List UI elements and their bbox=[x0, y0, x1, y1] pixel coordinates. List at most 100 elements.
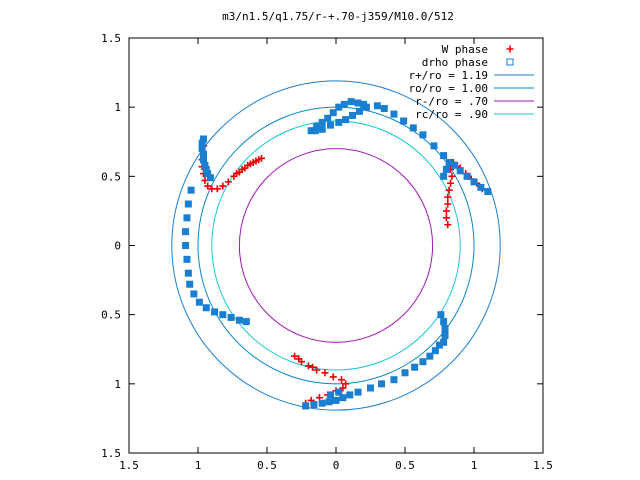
drho-phase-point bbox=[477, 183, 485, 191]
w-phase-point bbox=[219, 182, 227, 190]
drho-phase-point bbox=[401, 369, 409, 377]
w-phase-point bbox=[321, 369, 329, 377]
legend-label: r-/ro = .70 bbox=[415, 95, 488, 108]
drho-phase-point bbox=[484, 188, 492, 196]
drho-phase-point bbox=[184, 269, 192, 277]
w-phase-point bbox=[313, 366, 321, 374]
y-tick-label: 1 bbox=[114, 378, 121, 391]
drho-phase-point bbox=[311, 127, 319, 135]
w-phase-point bbox=[342, 380, 350, 388]
drho-phase-point bbox=[390, 376, 398, 384]
drho-phase-point bbox=[332, 396, 340, 404]
drho-phase-point bbox=[242, 318, 250, 326]
w-phase-point bbox=[238, 165, 246, 173]
y-axis: 1.5 1 0.5 0 0.5 1 1.5 bbox=[101, 32, 543, 460]
drho-phase-point bbox=[349, 111, 357, 119]
chart-title: m3/n1.5/q1.75/r-+.70-j359/M10.0/512 bbox=[222, 10, 454, 23]
w-phase-point bbox=[244, 161, 252, 169]
x-tick-label: 1 bbox=[195, 459, 202, 472]
drho-phase-point bbox=[362, 103, 370, 111]
x-tick-label: 0.5 bbox=[257, 459, 277, 472]
y-tick-label: 0 bbox=[114, 240, 121, 253]
w-phase-point bbox=[291, 352, 299, 360]
x-axis: 1.5 1 0.5 0 0.5 1 1.5 bbox=[119, 38, 553, 472]
drho-phase-point bbox=[325, 398, 333, 406]
drho-phase-point bbox=[409, 124, 417, 132]
drho-phase-point bbox=[326, 391, 334, 399]
drho-phase-point bbox=[463, 172, 471, 180]
drho-phase-point bbox=[440, 172, 448, 180]
drho-phase-point bbox=[440, 318, 448, 326]
w-phase-point bbox=[255, 156, 263, 164]
w-phase-point bbox=[233, 170, 241, 178]
drho-phase-point bbox=[346, 391, 354, 399]
drho-phase-point bbox=[400, 117, 408, 125]
drho-phase-point bbox=[182, 242, 190, 249]
w-phase-point bbox=[447, 179, 455, 187]
drho-phase-point bbox=[326, 121, 334, 129]
legend-label: r+/ro = 1.19 bbox=[409, 69, 488, 82]
w-phase-point bbox=[444, 193, 452, 201]
drho-phase-point bbox=[342, 116, 350, 124]
drho-phase-point bbox=[441, 325, 449, 332]
x-tick-label: 0.5 bbox=[395, 459, 415, 472]
drho-phase-point bbox=[378, 380, 386, 388]
drho-phase-point bbox=[187, 186, 195, 194]
w-phase-point bbox=[309, 363, 317, 371]
reference-circles bbox=[171, 80, 501, 411]
drho-phase-point bbox=[318, 399, 326, 407]
drho-phase-point bbox=[426, 352, 434, 360]
drho-phase-point bbox=[219, 311, 227, 319]
y-tick-label: 0.5 bbox=[101, 309, 121, 322]
drho-phase-point bbox=[318, 125, 326, 133]
drho-phase-point bbox=[355, 107, 363, 115]
drho-phase-point bbox=[437, 311, 445, 319]
drho-phase-point bbox=[347, 98, 355, 106]
drho-phase-point bbox=[184, 200, 192, 208]
drho-phase-point bbox=[183, 214, 191, 222]
legend-plus-marker bbox=[506, 45, 514, 53]
w-phase-point bbox=[295, 355, 303, 363]
drho-phase-point bbox=[419, 131, 427, 139]
w-phase-point bbox=[213, 185, 221, 193]
drho-phase-point bbox=[380, 105, 388, 113]
w-phase-point bbox=[448, 172, 456, 180]
drho-phase-point bbox=[227, 313, 235, 321]
drho-phase-point bbox=[190, 290, 198, 298]
w-phase-point bbox=[304, 362, 312, 370]
drho-phase-point bbox=[335, 388, 343, 396]
legend-label: rc/ro = .90 bbox=[415, 108, 488, 121]
drho-phase-point bbox=[329, 109, 337, 117]
drho-phase-point bbox=[340, 100, 348, 108]
w-phase-point bbox=[204, 182, 212, 190]
drho-phase-point bbox=[310, 401, 318, 409]
radius-circle bbox=[238, 148, 434, 343]
radius-circle bbox=[211, 120, 461, 371]
drho-phase-point bbox=[206, 174, 214, 182]
w-phase-point bbox=[444, 221, 452, 229]
drho-phase-point bbox=[186, 280, 194, 288]
x-tick-label: 0 bbox=[333, 459, 340, 472]
drho-phase-point bbox=[430, 142, 438, 150]
legend-label: W phase bbox=[442, 43, 488, 56]
drho-phase-point bbox=[411, 363, 419, 371]
data-points bbox=[182, 98, 492, 410]
w-phase-point bbox=[329, 373, 337, 381]
y-tick-label: 1.5 bbox=[101, 447, 121, 460]
w-phase-point bbox=[442, 207, 450, 215]
drho-phase-point bbox=[367, 384, 374, 392]
drho-phase-point bbox=[390, 110, 398, 118]
drho-phase-point bbox=[211, 308, 219, 316]
drho-phase-point bbox=[235, 316, 243, 324]
w-phase-point bbox=[442, 214, 450, 222]
x-tick-label: 1.5 bbox=[533, 459, 553, 472]
drho-phase-point bbox=[183, 255, 191, 263]
drho-phase-point bbox=[470, 178, 478, 186]
drho-phase-point bbox=[431, 347, 439, 355]
drho-phase-point bbox=[339, 394, 347, 402]
legend-label: ro/ro = 1.00 bbox=[409, 82, 488, 95]
drho-phase-point bbox=[436, 341, 443, 349]
w-phase-point bbox=[224, 178, 232, 186]
y-tick-label: 1.5 bbox=[101, 32, 121, 45]
